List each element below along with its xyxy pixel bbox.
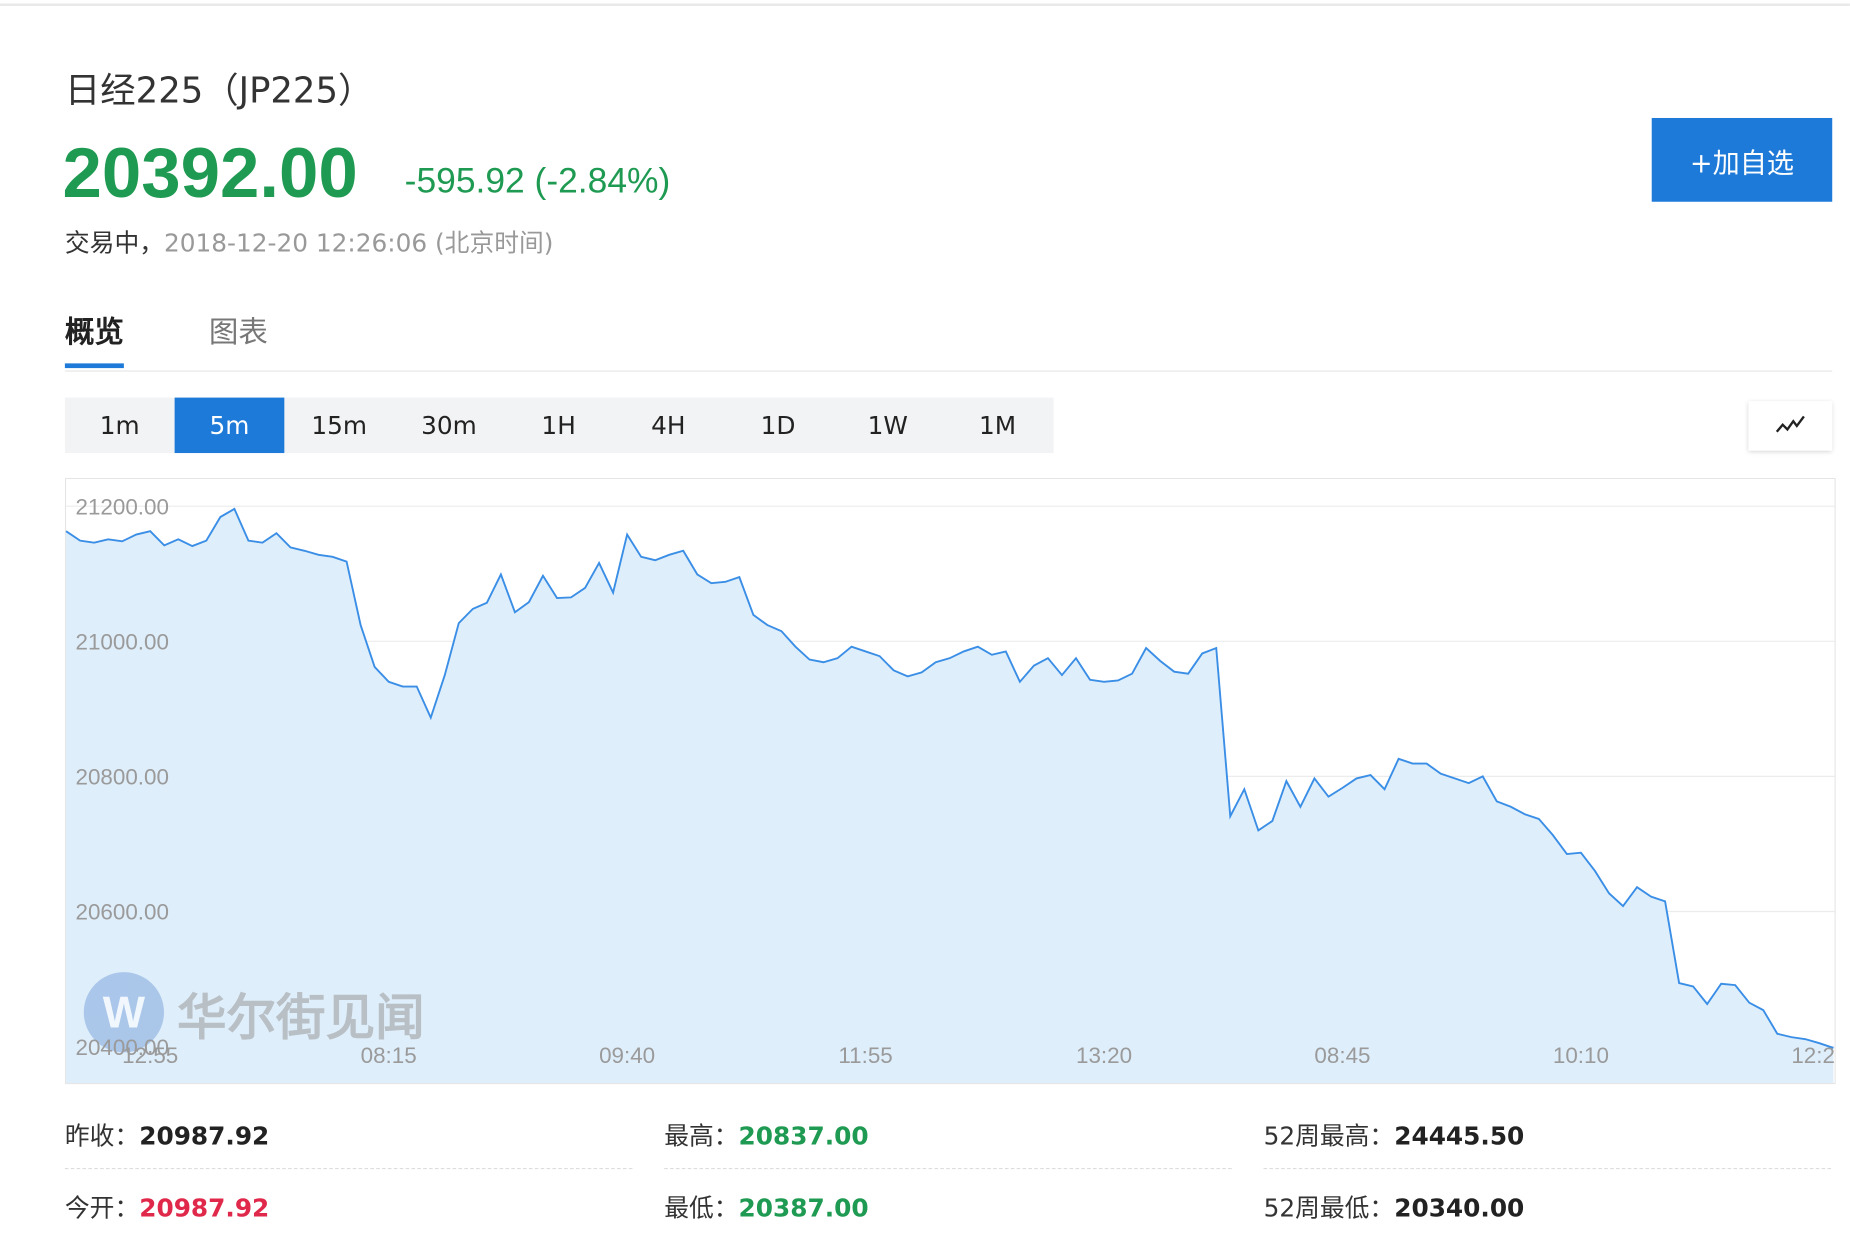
period-button[interactable]: 4H (651, 411, 686, 440)
price-line (65, 507, 1834, 1049)
y-tick-label: 21200.00 (76, 494, 169, 519)
stat-label: 52周最高： (1263, 1121, 1395, 1151)
plot (65, 507, 1834, 1084)
stat-label: 最低： (664, 1193, 739, 1223)
area-fill (66, 508, 1834, 1084)
chart-style-icon (1775, 415, 1805, 433)
period-button[interactable]: 1m (99, 411, 140, 440)
stat: 今开：20987.92 (65, 1189, 269, 1224)
stat-value: 20387.00 (738, 1193, 869, 1223)
watermark-logo-letter: W (103, 987, 146, 1038)
x-tick-label: 08:45 (1314, 1043, 1370, 1068)
add-watchlist-button[interactable]: +加自选 (1651, 117, 1833, 202)
period-button[interactable]: 5m (174, 397, 285, 454)
y-tick-label: 21000.00 (76, 630, 169, 655)
x-tick-label: 13:20 (1076, 1043, 1132, 1068)
period-selector: 1m 5m 15m 30m 1H 4H 1D 1W 1M (64, 397, 1054, 454)
period-button[interactable]: 15m (311, 411, 368, 440)
period-button[interactable]: 1D (760, 411, 796, 440)
period-button[interactable]: 1W (867, 411, 908, 440)
stat-separator (664, 1168, 1232, 1170)
x-tick-label: 11:55 (838, 1043, 892, 1068)
watermark-logo (83, 972, 164, 1053)
period-button[interactable]: 1H (541, 411, 576, 440)
stat-label: 昨收： (64, 1121, 140, 1151)
stat-value: 20837.00 (738, 1121, 869, 1151)
stat-separator (1263, 1168, 1832, 1170)
stat-value: 20987.92 (139, 1193, 270, 1223)
y-tick-label: 20600.00 (76, 900, 169, 925)
stat: 昨收：20987.92 (65, 1117, 269, 1152)
y-tick-label: 20800.00 (76, 765, 169, 790)
stat-label: 最高： (664, 1121, 739, 1151)
x-tick-label: 12:55 (122, 1043, 178, 1068)
tab-divider (64, 370, 1833, 372)
y-tick-label: 20400.00 (76, 1035, 169, 1060)
x-tick-label: 12:25 (1791, 1043, 1835, 1068)
stat-label: 52周最低： (1263, 1193, 1395, 1223)
stat-value: 20987.92 (139, 1121, 270, 1151)
x-tick-label: 09:40 (599, 1043, 655, 1068)
tab[interactable]: 概览 (64, 309, 124, 369)
chart-style-button[interactable] (1748, 401, 1833, 451)
stat-value: 20340.00 (1394, 1193, 1525, 1223)
stat: 52周最低：20340.00 (1264, 1189, 1525, 1224)
top-border (0, 3, 1850, 6)
stat: 最低：20387.00 (664, 1189, 868, 1224)
stat: 最高：20837.00 (664, 1117, 868, 1152)
status-line: 交易中，2018-12-20 12:26:06 (北京时间) (65, 224, 554, 259)
period-button[interactable]: 30m (421, 411, 477, 440)
tab[interactable]: 图表 (208, 315, 268, 350)
stat-label: 今开： (64, 1193, 140, 1223)
stat-separator (64, 1168, 633, 1170)
instrument-name: 日经225（JP225） (64, 70, 374, 113)
timestamp: 2018-12-20 12:26:06 (北京时间) (163, 228, 554, 258)
axis-labels: 20400.00 20600.00 20800.00 21000.00 21200.00… (76, 494, 1836, 1068)
price-change: -595.92 (-2.84%) (404, 161, 671, 201)
watermark: W 华尔街见闻 (83, 972, 425, 1053)
stat-value: 24445.50 (1394, 1121, 1525, 1151)
period-button[interactable]: 1M (978, 411, 1017, 440)
x-tick-label: 08:15 (361, 1043, 417, 1068)
price-chart: W 华尔街见闻 20400.00 20600.00 20800.00 21000.00… (64, 477, 1836, 1085)
x-tick-label: 10:10 (1553, 1043, 1609, 1068)
last-price: 20392.00 (62, 133, 358, 213)
trading-status: 交易中， (64, 228, 164, 258)
stat: 52周最高：24445.50 (1264, 1117, 1525, 1152)
watermark-text: 华尔街见闻 (177, 988, 425, 1047)
icon-line (1775, 415, 1805, 433)
